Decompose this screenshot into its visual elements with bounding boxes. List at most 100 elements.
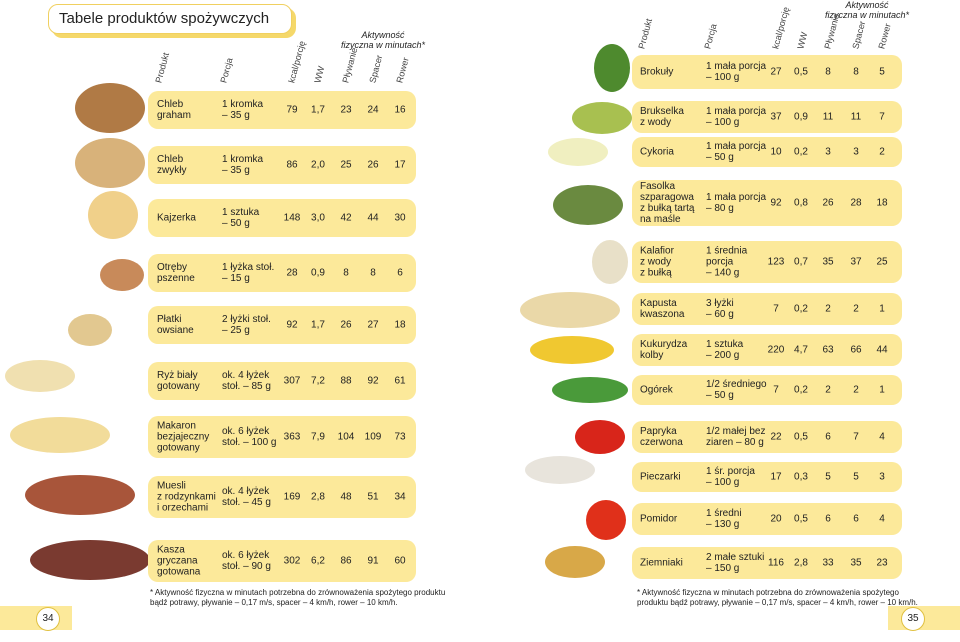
- table-row: Ryż biały gotowany ok. 4 łyżek stoł. – 85…: [148, 362, 416, 400]
- cycling: 25: [876, 256, 888, 268]
- page-number: 34: [36, 607, 60, 631]
- ww: 1,7: [311, 104, 325, 116]
- portion: 1 śr. porcja – 100 g: [706, 466, 755, 488]
- cycling: 34: [394, 491, 406, 503]
- swimming: 6: [825, 431, 831, 443]
- kcal: 148: [283, 212, 301, 224]
- swimming: 35: [822, 256, 834, 268]
- walking: 5: [853, 471, 859, 483]
- ww: 0,2: [794, 384, 808, 396]
- swimming: 26: [340, 319, 352, 331]
- portion: 1 średni – 130 g: [706, 508, 742, 530]
- walking: 6: [853, 513, 859, 525]
- activity-header: Aktywność fizyczna w minutach*: [340, 30, 426, 50]
- walking: 8: [853, 66, 859, 78]
- portion: 1 mała porcja – 100 g: [706, 106, 767, 128]
- cycling: 16: [394, 104, 406, 116]
- cycling: 17: [394, 159, 406, 171]
- product: Chleb zwykły: [157, 154, 187, 176]
- kcal: 20: [770, 513, 782, 525]
- title: Tabele produktów spożywczych: [48, 4, 292, 34]
- product: Kalafior z wody z bułką: [640, 245, 674, 279]
- product: Cykoria: [640, 146, 674, 158]
- product: Kajzerka: [157, 212, 196, 224]
- table-row: Chleb zwykły 1 kromka – 35 g 86 2,0 25 26 17: [148, 146, 416, 184]
- walking: 7: [853, 431, 859, 443]
- ww: 0,3: [794, 471, 808, 483]
- table-row: Brukselka z wody 1 mała porcja – 100 g 37 0…: [632, 101, 902, 133]
- walking: 8: [370, 267, 376, 279]
- kcal: 22: [770, 431, 782, 443]
- cycling: 5: [879, 66, 885, 78]
- table-row: Pomidor 1 średni – 130 g 20 0,5 6 6 4: [632, 503, 902, 535]
- swimming: 63: [822, 344, 834, 356]
- portion: ok. 4 łyżek stoł. – 85 g: [222, 370, 271, 392]
- ww: 0,5: [794, 513, 808, 525]
- product: Kukurydza kolby: [640, 339, 688, 361]
- cycling: 7: [879, 111, 885, 123]
- table-row: Cykoria 1 mała porcja – 50 g 10 0,2 3 3 2: [632, 137, 902, 167]
- walking: 35: [850, 557, 862, 569]
- walking: 92: [367, 375, 379, 387]
- table-row: Kajzerka 1 sztuka – 50 g 148 3,0 42 44 30: [148, 199, 416, 237]
- kcal: 17: [770, 471, 782, 483]
- portion: 1 sztuka – 50 g: [222, 207, 260, 229]
- product: Kapusta kwaszona: [640, 298, 685, 320]
- ww: 1,7: [311, 319, 325, 331]
- kcal: 10: [770, 146, 782, 158]
- kcal: 37: [770, 111, 782, 123]
- cycling: 2: [879, 146, 885, 158]
- product: Makaron bezjajeczny gotowany: [157, 420, 210, 454]
- cycling: 1: [879, 303, 885, 315]
- portion: 1/2 małej bez ziaren – 80 g: [706, 426, 766, 448]
- ww: 0,8: [794, 197, 808, 209]
- ww: 0,5: [794, 431, 808, 443]
- walking: 26: [367, 159, 379, 171]
- product: Ryż biały gotowany: [157, 370, 200, 392]
- product: Ogórek: [640, 384, 673, 396]
- kcal: 79: [286, 104, 298, 116]
- portion: 1 średnia porcja – 140 g: [706, 245, 748, 279]
- table-row: Otręby pszenne 1 łyżka stoł. – 15 g 28 0,9 8…: [148, 254, 416, 292]
- table-row: Płatki owsiane 2 łyżki stoł. – 25 g 92 1,7 2…: [148, 306, 416, 344]
- ww: 0,2: [794, 303, 808, 315]
- swimming: 88: [340, 375, 352, 387]
- table-row: Fasolka szparagowa z bułką tartą na maśl…: [632, 180, 902, 226]
- swimming: 86: [340, 555, 352, 567]
- portion: 1 mała porcja – 80 g: [706, 192, 767, 214]
- table-row: Muesli z rodzynkami i orzechami ok. 4 łyż…: [148, 476, 416, 518]
- table-row: Ziemniaki 2 małe sztuki – 150 g 116 2,8 33 35…: [632, 547, 902, 579]
- swimming: 8: [343, 267, 349, 279]
- product: Ziemniaki: [640, 557, 683, 569]
- walking: 2: [853, 303, 859, 315]
- cycling: 30: [394, 212, 406, 224]
- kcal: 169: [283, 491, 301, 503]
- ww: 0,9: [794, 111, 808, 123]
- portion: 1 sztuka – 200 g: [706, 339, 744, 361]
- table-row: Kalafior z wody z bułką 1 średnia porcja …: [632, 241, 902, 283]
- kcal: 363: [283, 431, 301, 443]
- portion: 2 łyżki stoł. – 25 g: [222, 314, 271, 336]
- cycling: 23: [876, 557, 888, 569]
- portion: 1 mała porcja – 100 g: [706, 61, 767, 83]
- swimming: 3: [825, 146, 831, 158]
- walking: 91: [367, 555, 379, 567]
- swimming: 25: [340, 159, 352, 171]
- table-row: Chleb graham 1 kromka – 35 g 79 1,7 23 24 16: [148, 91, 416, 129]
- table-row: Kasza gryczana gotowana ok. 6 łyżek stoł.…: [148, 540, 416, 582]
- cycling: 18: [876, 197, 888, 209]
- product: Chleb graham: [157, 99, 191, 121]
- ww: 0,9: [311, 267, 325, 279]
- product: Muesli z rodzynkami i orzechami: [157, 480, 216, 514]
- kcal: 28: [286, 267, 298, 279]
- kcal: 92: [286, 319, 298, 331]
- ww: 7,9: [311, 431, 325, 443]
- product: Kasza gryczana gotowana: [157, 544, 201, 578]
- cycling: 6: [397, 267, 403, 279]
- product: Pieczarki: [640, 471, 681, 483]
- cycling: 73: [394, 431, 406, 443]
- portion: 1/2 średniego – 50 g: [706, 379, 767, 401]
- table-row: Ogórek 1/2 średniego – 50 g 7 0,2 2 2 1: [632, 375, 902, 405]
